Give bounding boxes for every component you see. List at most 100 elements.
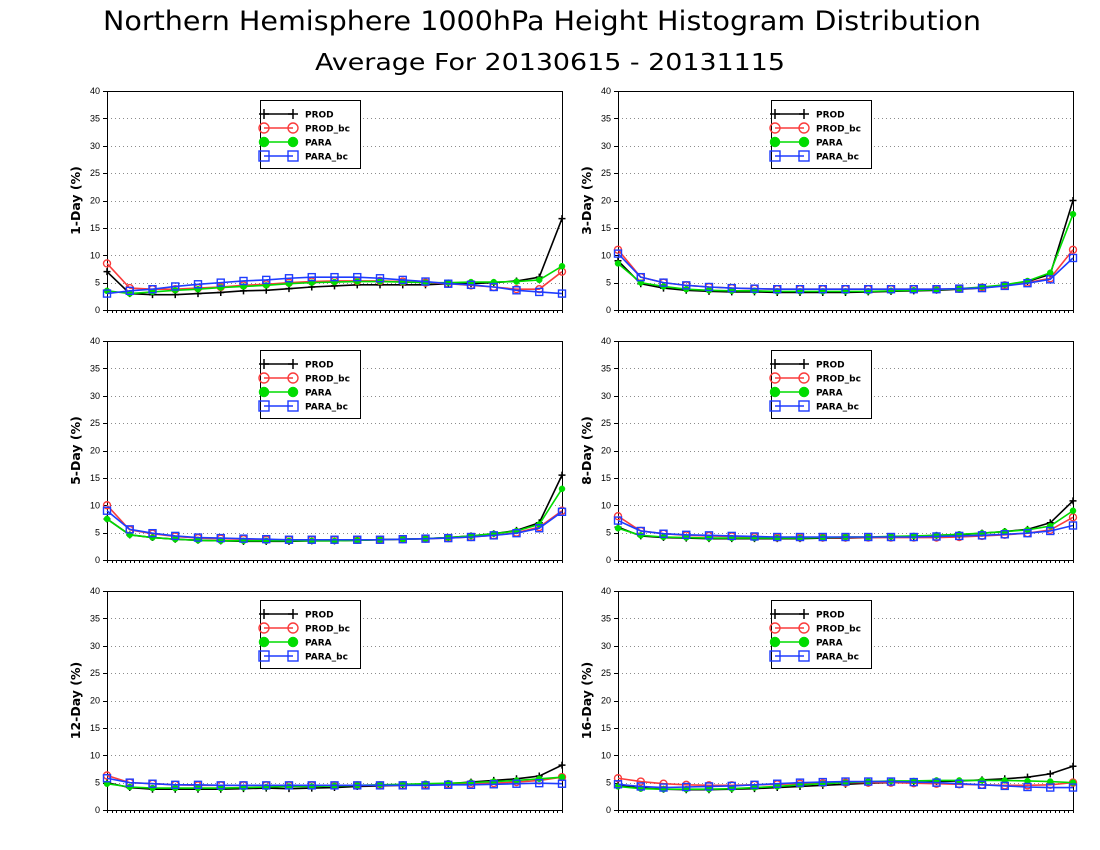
legend-label: PROD: [816, 361, 845, 371]
x-axis-ticks: [618, 560, 1074, 563]
legend-marker-icon: [769, 622, 781, 634]
legend-label: PARA: [305, 389, 332, 399]
data-point-para-bc: [1046, 526, 1055, 536]
legend-label: PARA: [305, 639, 332, 649]
y-tick-label: 20: [90, 696, 100, 706]
data-point-para-bc: [1000, 281, 1009, 291]
series-line-para-bc: [106, 510, 563, 541]
data-point-para-bc: [262, 534, 271, 544]
data-point-para: [513, 278, 520, 285]
legend-label: PARA: [816, 139, 843, 149]
legend-marker-icon: [769, 400, 781, 412]
y-tick-label: 30: [90, 141, 100, 151]
data-point-para-bc: [489, 531, 498, 540]
legend-marker-icon: [769, 386, 781, 398]
data-point-prod-bc: [102, 501, 112, 510]
legend-marker-icon: [287, 386, 299, 398]
data-point-para: [1069, 507, 1077, 514]
legend-entry-prod-bc: PROD_bc: [258, 372, 350, 385]
data-point-prod: [103, 268, 111, 276]
legend: PROD PROD_bc PARA PARA_bc: [258, 350, 361, 419]
data-point-para-bc: [659, 529, 668, 538]
data-point-para-bc: [353, 535, 362, 544]
data-point-prod: [1069, 197, 1077, 204]
data-point-para-bc: [795, 778, 805, 787]
legend-marker-icon: [770, 109, 780, 119]
legend-entry-prod: PROD: [259, 109, 334, 121]
data-point-para-bc: [1046, 275, 1055, 284]
legend-marker-icon: [798, 136, 810, 148]
legend-marker-icon: [287, 150, 299, 162]
legend-label: PARA: [816, 389, 843, 399]
data-point-para-bc: [375, 781, 385, 790]
data-point-para-bc: [148, 779, 157, 788]
legend-label: PARA_bc: [305, 653, 348, 663]
data-point-prod: [558, 761, 566, 769]
legend-marker-icon: [798, 400, 810, 412]
y-tick-label: 35: [90, 613, 100, 623]
y-axis-label: 8-Day (%): [579, 416, 594, 485]
panel-5-day: 0 5 10 15 20 25 30 35 40 5-Day (%) PROD PROD_bc PARA…: [68, 336, 567, 565]
data-point-prod: [1069, 497, 1077, 505]
y-tick-label: 5: [606, 778, 611, 788]
legend-marker-icon: [258, 136, 270, 148]
series-para-bc: [102, 506, 567, 544]
legend-label: PARA_bc: [305, 153, 348, 163]
data-point-para-bc: [512, 528, 521, 538]
data-point-para-bc: [193, 280, 203, 289]
data-point-para-bc: [330, 272, 339, 282]
y-tick-label: 15: [601, 223, 611, 233]
data-point-para-bc: [375, 274, 385, 283]
legend-label: PARA_bc: [816, 153, 859, 163]
legend-entry-para-bc: PARA_bc: [769, 400, 859, 413]
legend-box: [771, 600, 872, 669]
legend-marker-icon: [258, 122, 270, 134]
data-point-para-bc: [955, 284, 964, 293]
data-point-para-bc: [773, 284, 782, 294]
data-point-para: [1047, 269, 1054, 277]
data-point-para-bc: [727, 781, 736, 791]
data-point-para-bc: [977, 531, 987, 540]
legend-marker-icon: [799, 359, 809, 369]
data-point-para-bc: [886, 284, 896, 294]
data-point-para-bc: [102, 289, 112, 298]
data-point-para-bc: [886, 532, 896, 542]
data-point-para-bc: [125, 286, 134, 296]
legend-entry-prod: PROD: [770, 609, 845, 621]
y-tick-label: 20: [90, 196, 100, 206]
data-point-para-bc: [262, 781, 271, 790]
data-point-para-bc: [1046, 783, 1055, 792]
y-axis-label: 5-Day (%): [68, 416, 83, 485]
data-point-para-bc: [841, 532, 850, 542]
data-point-para: [558, 773, 566, 781]
panel-1-day: 0 5 10 15 20 25 30 35 40 1-Day (%) PROD PROD_bc PARA…: [68, 86, 567, 315]
data-point-para-bc: [216, 781, 225, 790]
y-tick-label: 5: [606, 528, 611, 538]
data-point-para-bc: [330, 535, 339, 544]
legend-box: [260, 100, 361, 169]
legend-marker-icon: [258, 150, 270, 162]
legend-marker-icon: [258, 400, 270, 412]
data-point-para-bc: [239, 781, 248, 790]
series-para-bc: [102, 272, 567, 298]
data-point-para-bc: [704, 282, 714, 292]
x-axis-ticks: [107, 310, 563, 313]
y-tick-label: 0: [606, 305, 611, 315]
data-point-para-bc: [613, 516, 623, 525]
data-point-para: [614, 524, 622, 532]
data-point-para-bc: [841, 777, 850, 786]
y-tick-label: 25: [601, 168, 611, 178]
data-point-para-bc: [932, 778, 941, 787]
legend-box: [771, 350, 872, 419]
legend-label: PROD: [305, 361, 334, 371]
legend-marker-icon: [287, 650, 299, 662]
legend-entry-para-bc: PARA_bc: [769, 650, 859, 663]
series-line-para-bc: [106, 777, 563, 787]
data-point-para-bc: [262, 275, 271, 285]
plot-frame: [618, 341, 1074, 561]
data-point-para-bc: [773, 532, 782, 542]
panel-8-day: 0 5 10 15 20 25 30 35 40 8-Day (%) PROD PROD_bc PARA…: [579, 336, 1078, 565]
legend-marker-icon: [769, 650, 781, 662]
data-point-para-bc: [727, 531, 736, 541]
data-point-para-bc: [864, 777, 873, 786]
